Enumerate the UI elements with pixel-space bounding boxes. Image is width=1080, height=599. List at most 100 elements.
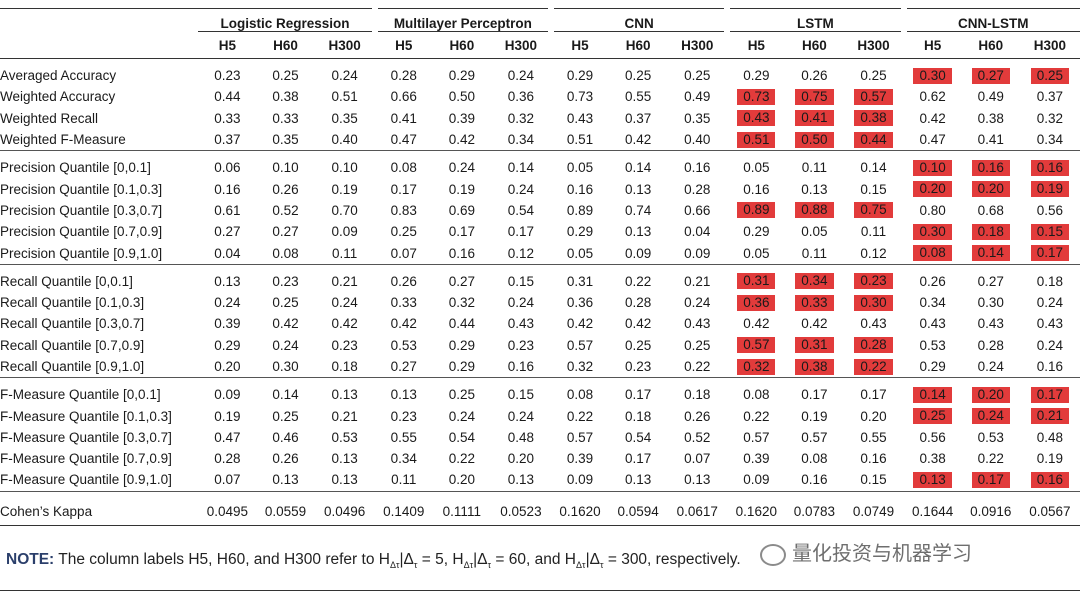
cell-value: 0.13	[331, 387, 358, 403]
highlighted-value: 0.17	[1030, 245, 1070, 262]
value-cell: 0.16	[843, 448, 903, 469]
cell-value: 0.51	[566, 132, 594, 148]
cell-value: 0.42	[448, 132, 475, 148]
value-cell: 0.41	[961, 128, 1020, 152]
cell-value: 0.33	[214, 110, 241, 126]
cell-value: 0.74	[624, 202, 652, 218]
value-cell: 0.20	[843, 405, 903, 426]
cell-value: 0.16	[860, 451, 887, 467]
value-cell: 0.43	[843, 313, 903, 334]
value-cell: 0.25	[609, 65, 667, 86]
kappa-cell: 0.1111	[432, 497, 491, 526]
cell-value: 0.43	[860, 316, 887, 332]
value-cell: 0.74	[609, 200, 667, 221]
value-cell: 0.42	[609, 128, 668, 152]
value-cell: 0.34	[375, 448, 433, 469]
cell-value: 0.34	[507, 132, 535, 148]
value-cell: 0.69	[433, 200, 491, 221]
value-cell: 0.21	[315, 405, 375, 426]
highlighted-value: 0.21	[1030, 408, 1070, 425]
cell-value: 0.21	[684, 273, 711, 289]
cell-value: 0.30	[272, 359, 299, 374]
cell-value: 0.34	[390, 451, 417, 467]
value-cell: 0.43	[962, 313, 1020, 334]
cell-value: 0.24	[448, 408, 475, 424]
cell-value: 0.16	[743, 181, 770, 197]
value-cell: 0.20	[962, 384, 1020, 405]
cell-value: 0.24	[448, 160, 475, 176]
cell-value: 0.42	[801, 316, 828, 332]
cell-value: 0.08	[566, 387, 594, 403]
value-cell: 0.22	[962, 448, 1020, 469]
row-label: Precision Quantile [0.9,1.0]	[0, 242, 199, 265]
cell-value: 0.11	[391, 472, 417, 488]
cell-value: 0.13	[507, 472, 535, 488]
table-note: NOTE: The column labels H5, H60, and H30…	[6, 551, 741, 570]
cell-value: 0.43	[977, 316, 1004, 332]
value-cell: 0.05	[727, 242, 786, 265]
value-cell: 0.33	[256, 108, 314, 129]
kappa-cell: 0.0496	[314, 497, 375, 526]
cell-value: 0.15	[507, 387, 535, 403]
row-label: F-Measure Quantile [0.9,1.0]	[0, 469, 199, 492]
cell-value: 0.24	[272, 337, 299, 353]
value-cell: 0.30	[962, 292, 1020, 313]
cell-value: 0.16	[507, 359, 535, 374]
cell-value: 0.28	[624, 295, 652, 311]
cell-value: 0.32	[1036, 110, 1064, 126]
value-cell: 0.23	[843, 271, 903, 292]
cell-value: 0.22	[743, 408, 770, 424]
value-cell: 0.36	[491, 86, 551, 107]
value-cell: 0.16	[667, 157, 727, 178]
horizon-header: H300	[857, 37, 890, 53]
value-cell: 0.11	[785, 157, 843, 178]
value-cell: 0.14	[256, 384, 314, 405]
value-cell: 0.16	[727, 178, 785, 199]
kappa-cell: 0.1644	[903, 497, 962, 526]
horizon-header-row: H5 H60 H300 H5 H60 H300 H5 H60 H300 H5 H60 H300 H5 H6…	[0, 32, 1080, 59]
cell-value: 0.26	[272, 181, 299, 197]
cell-value: 0.05	[743, 245, 770, 261]
value-cell: 0.27	[962, 65, 1020, 86]
highlighted-value: 0.15	[1030, 223, 1070, 240]
kappa-cell: 0.0495	[198, 497, 257, 526]
highlighted-value: 0.36	[737, 294, 776, 311]
value-cell: 0.05	[550, 242, 610, 265]
value-cell: 0.16	[1019, 469, 1080, 492]
row-label: Precision Quantile [0.1,0.3]	[0, 181, 163, 197]
value-cell: 0.25	[256, 292, 314, 313]
cell-value: 0.08	[390, 160, 417, 176]
value-cell: 0.27	[198, 221, 256, 242]
cell-value: 0.16	[214, 181, 241, 197]
value-cell: 0.36	[551, 292, 609, 313]
row-label: Precision Quantile [0.7,0.9]	[0, 224, 163, 240]
value-cell: 0.27	[962, 271, 1020, 292]
value-cell: 0.57	[551, 427, 609, 448]
highlighted-value: 0.20	[971, 181, 1010, 198]
cell-value: 0.07	[390, 245, 417, 261]
cell-value: 0.55	[390, 429, 417, 445]
cell-value: 0.48	[507, 429, 535, 445]
horizon-header: H300	[681, 37, 714, 53]
group-header-cnn: CNN	[547, 8, 728, 32]
cell-value: 0.15	[507, 273, 535, 289]
value-cell: 0.16	[962, 157, 1020, 178]
value-cell: 0.29	[727, 221, 785, 242]
table-row: Weighted F-Measure 0.37 0.35 0.40 0.47 0.42 0.…	[0, 128, 1080, 152]
cell-value: 0.20	[507, 451, 535, 467]
cell-value: 0.16	[684, 160, 711, 176]
value-cell: 0.42	[785, 313, 843, 334]
value-cell: 0.24	[491, 405, 551, 426]
cell-value: 0.24	[507, 295, 535, 311]
value-cell: 0.27	[374, 355, 433, 379]
cell-value: 0.13	[624, 472, 652, 488]
watermark: 量化投资与机器学习	[760, 537, 972, 566]
cell-value: 0.69	[448, 202, 475, 218]
table-row: Precision Quantile [0.1,0.3] 0.16 0.26 0.19…	[0, 178, 1080, 199]
value-cell: 0.75	[785, 86, 843, 107]
value-cell: 0.17	[375, 178, 433, 199]
cell-value: 0.53	[331, 429, 358, 445]
note-val-3: = 300, respectively.	[603, 551, 741, 568]
value-cell: 0.22	[433, 448, 491, 469]
value-cell: 0.33	[198, 108, 256, 129]
